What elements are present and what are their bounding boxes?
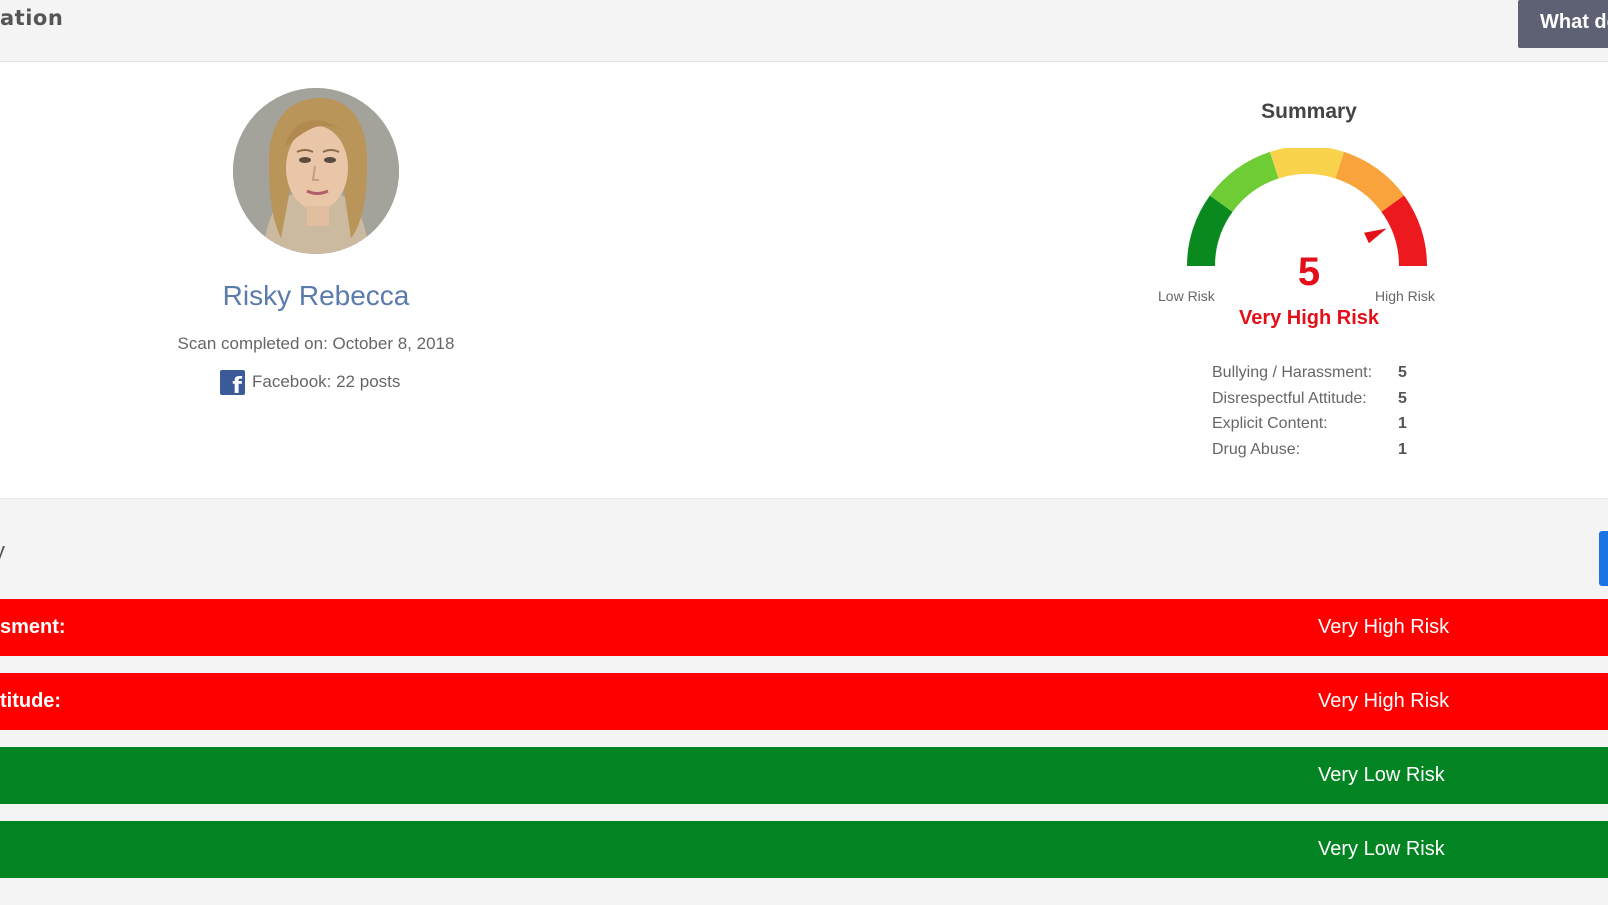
facebook-source: f Facebook: 22 posts <box>220 369 400 395</box>
gauge-high-label: High Risk <box>1375 288 1435 304</box>
metric-row: Drug Abuse: 1 <box>1212 441 1432 467</box>
category-label: sment: <box>0 616 66 638</box>
metric-value: 5 <box>1398 389 1407 407</box>
metric-value: 1 <box>1398 440 1407 458</box>
metric-label: Drug Abuse: <box>1212 440 1301 458</box>
summary-title: Summary <box>1261 100 1357 123</box>
profile-name[interactable]: Risky Rebecca <box>222 280 410 311</box>
category-label: titude: <box>0 690 62 712</box>
risk-metrics-list: Bullying / Harassment: 5 Disrespectful A… <box>1212 364 1432 466</box>
gauge-segment-2 <box>1209 151 1280 213</box>
category-risk-bar[interactable]: Very Low Risk <box>0 821 1608 878</box>
category-risk-bar[interactable]: sment: Very High Risk <box>0 599 1608 656</box>
facebook-posts-count: Facebook: 22 posts <box>252 372 401 391</box>
profile-card: Risky Rebecca Scan completed on: October… <box>0 62 1608 499</box>
gauge-segment-1 <box>1187 195 1233 267</box>
category-risk-level: Very High Risk <box>1318 690 1450 712</box>
avatar-photo <box>233 88 399 254</box>
avatar <box>233 88 399 254</box>
gauge-segment-3 <box>1269 148 1345 179</box>
help-button[interactable]: What de <box>1518 0 1608 48</box>
category-risk-level: Very Low Risk <box>1318 838 1445 860</box>
category-risk-level: Very Low Risk <box>1318 764 1445 786</box>
category-risk-level: Very High Risk <box>1318 616 1450 638</box>
risk-gauge <box>1187 148 1427 267</box>
metric-row: Explicit Content: 1 <box>1212 415 1432 441</box>
facebook-icon: f <box>220 369 245 395</box>
metric-label: Disrespectful Attitude: <box>1212 389 1367 407</box>
top-header: ation <box>0 0 1608 62</box>
category-risk-bar[interactable]: titude: Very High Risk <box>0 673 1608 730</box>
section-title: y <box>0 538 5 564</box>
gauge-pointer <box>1364 228 1387 244</box>
metric-label: Bullying / Harassment: <box>1212 364 1373 381</box>
action-button[interactable] <box>1599 531 1608 586</box>
category-risk-bar[interactable]: Very Low Risk <box>0 747 1608 804</box>
metric-row: Disrespectful Attitude: 5 <box>1212 390 1432 416</box>
metric-value: 1 <box>1398 415 1407 432</box>
gauge-segment-5 <box>1381 195 1427 267</box>
scan-date: Scan completed on: October 8, 2018 <box>177 334 455 353</box>
gauge-low-label: Low Risk <box>1158 288 1215 304</box>
metric-label: Explicit Content: <box>1212 415 1328 432</box>
page-title: ation <box>0 6 64 30</box>
metric-value: 5 <box>1398 364 1407 381</box>
gauge-segment-4 <box>1334 151 1405 213</box>
metric-row: Bullying / Harassment: 5 <box>1212 364 1432 390</box>
risk-score: 5 <box>1297 250 1321 294</box>
overall-risk-level: Very High Risk <box>1238 307 1380 329</box>
